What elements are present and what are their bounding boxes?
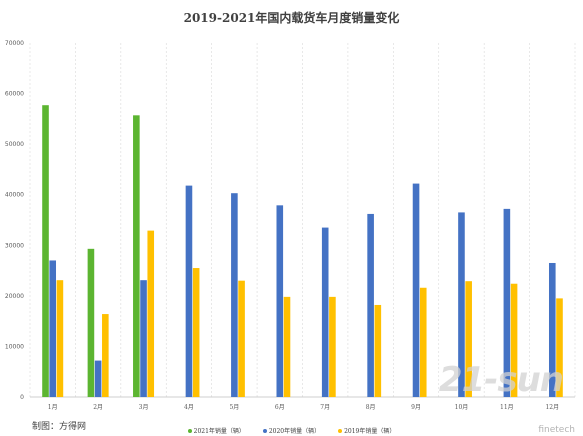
legend-label: 2020年销量（辆） — [268, 428, 321, 435]
bar — [503, 208, 511, 397]
x-tick-label: 8月 — [366, 404, 376, 411]
x-tick-label: 7月 — [320, 404, 330, 411]
legend-label: 2021年销量（辆） — [193, 428, 245, 435]
legend-item: 2020年销量（辆） — [262, 426, 321, 435]
bar — [87, 248, 95, 397]
y-tick-label: 40000 — [5, 192, 24, 199]
y-tick-label: 50000 — [5, 141, 24, 148]
legend-label: 2019年销量（辆） — [344, 428, 396, 435]
bar — [458, 212, 465, 397]
x-tick-label: 9月 — [411, 404, 421, 411]
bar — [510, 283, 518, 397]
chart-title: 2019-2021年国内载货车月度销量变化 — [183, 11, 400, 25]
bar — [367, 213, 374, 397]
bar — [42, 105, 49, 398]
bar — [548, 262, 556, 397]
x-tick-label: 6月 — [275, 404, 285, 411]
y-tick-label: 20000 — [5, 293, 24, 300]
bar — [321, 227, 329, 397]
bar — [419, 287, 427, 397]
y-tick-label: 30000 — [5, 242, 24, 249]
x-tick-label: 12月 — [545, 404, 559, 411]
legend-item: 2021年销量（辆） — [187, 426, 245, 435]
bar — [102, 314, 109, 397]
bar — [56, 280, 64, 397]
bar — [192, 268, 200, 397]
bar — [412, 183, 420, 397]
legend: 2021年销量（辆） 2020年销量（辆） 2019年销量（辆） — [0, 426, 583, 435]
bar — [185, 185, 193, 397]
y-tick-label: 10000 — [5, 343, 24, 350]
y-tick-label: 60000 — [5, 91, 24, 98]
bar — [238, 280, 245, 397]
source-note: 制图：方得网 — [32, 422, 87, 432]
y-tick-label: 70000 — [5, 40, 24, 47]
legend-item: 2019年销量（辆） — [338, 426, 395, 435]
bar — [231, 193, 238, 397]
x-tick-label: 5月 — [229, 404, 239, 411]
bar — [329, 296, 336, 397]
x-tick-label: 3月 — [139, 404, 149, 411]
bar — [465, 281, 472, 397]
bar — [556, 298, 563, 397]
bar — [147, 230, 155, 397]
watermark-logo: 21-sun — [438, 360, 564, 400]
bar — [133, 115, 140, 398]
bar — [276, 205, 284, 397]
x-tick-label: 4月 — [184, 404, 194, 411]
bar — [283, 296, 291, 397]
x-tick-label: 1月 — [48, 404, 58, 411]
x-tick-label: 10月 — [455, 404, 469, 411]
watermark-sub: finetech — [538, 425, 575, 435]
y-tick-label: 0 — [20, 394, 24, 401]
bar — [94, 360, 102, 397]
bar — [374, 304, 382, 397]
bar — [140, 280, 147, 397]
x-tick-label: 11月 — [500, 404, 514, 411]
bar — [49, 260, 57, 397]
x-tick-label: 2月 — [93, 404, 103, 411]
